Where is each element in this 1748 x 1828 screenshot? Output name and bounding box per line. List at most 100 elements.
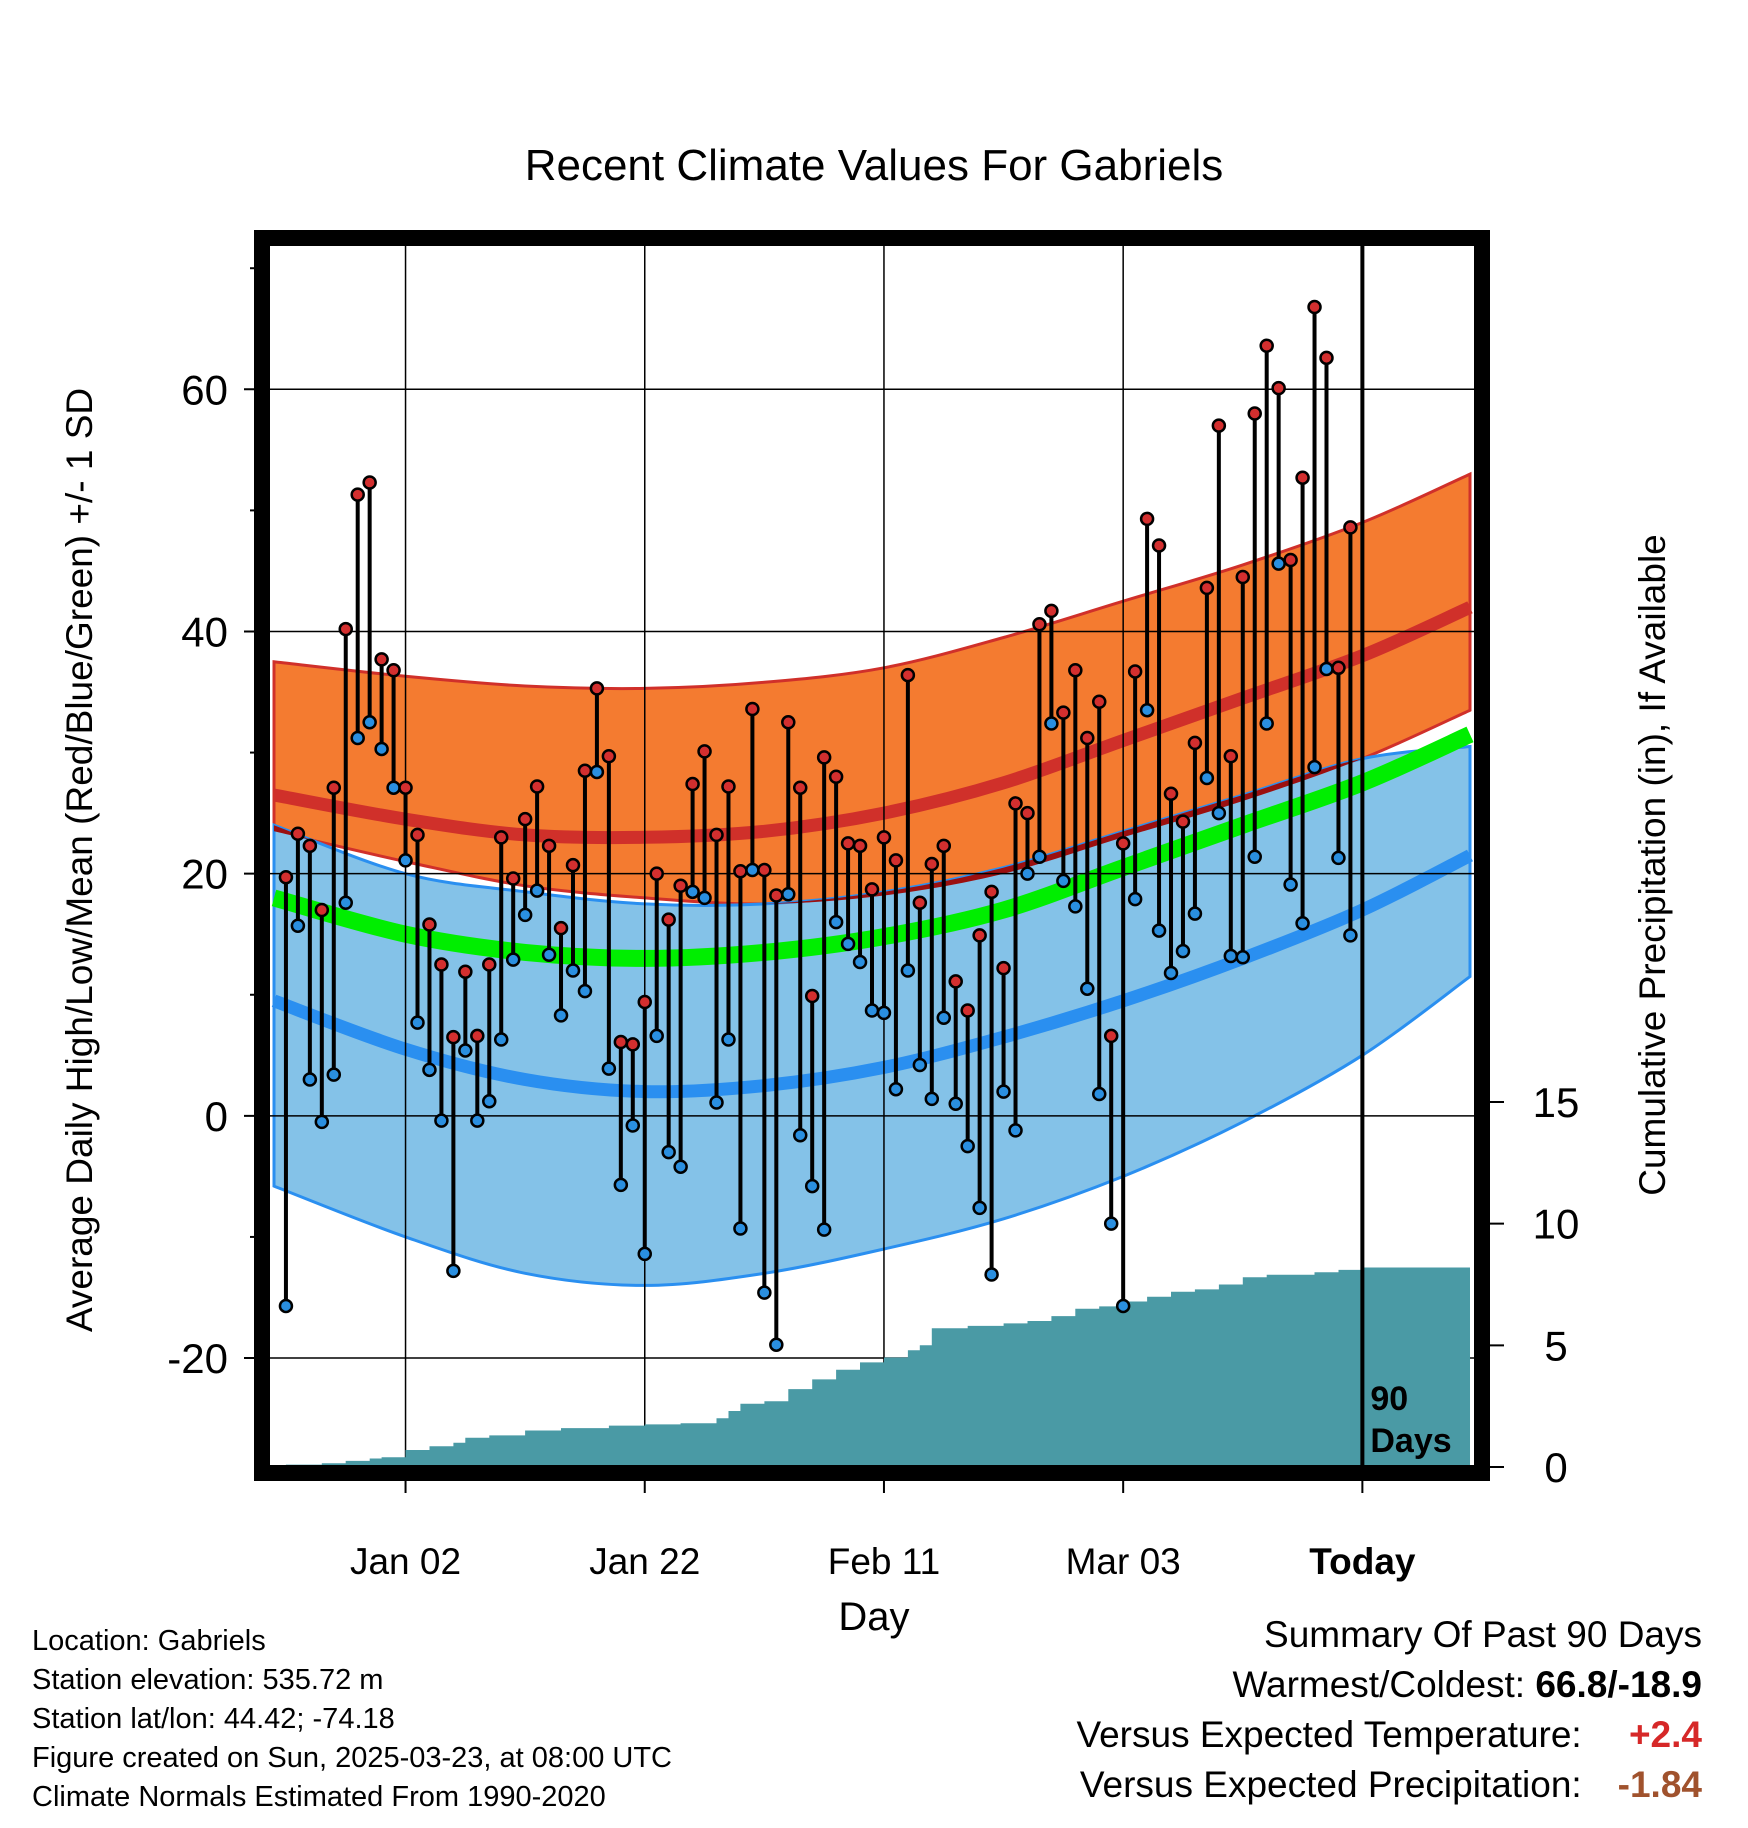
daily-low-point <box>601 1061 617 1076</box>
daily-low-point <box>840 936 856 952</box>
daily-low-point <box>589 764 605 780</box>
daily-low-point <box>816 1222 832 1237</box>
daily-low-point <box>721 1032 736 1047</box>
y2-axis-label: Cumulative Precipitation (in), If Availa… <box>1632 534 1673 1196</box>
daily-low-point <box>888 1081 904 1097</box>
daily-low-point <box>1080 981 1095 996</box>
daily-low-point <box>1068 899 1083 914</box>
daily-low-point <box>1032 849 1047 864</box>
daily-high-point <box>673 878 688 894</box>
daily-low-point <box>422 1062 437 1078</box>
daily-high-point <box>852 838 868 854</box>
daily-low-point <box>769 1337 784 1352</box>
daily-low-point <box>517 907 533 923</box>
daily-high-point <box>769 888 784 903</box>
daily-low-point <box>697 890 712 906</box>
precip-label: Versus Expected Precipitation: <box>1079 1764 1582 1805</box>
daily-low-point <box>781 886 796 902</box>
daily-low-point <box>637 1246 653 1262</box>
daily-high-point <box>888 853 904 868</box>
x-tick-label: Jan 02 <box>350 1541 461 1582</box>
daily-low-point <box>1283 877 1298 892</box>
station-info: Location: Gabriels Station elevation: 53… <box>32 1622 672 1817</box>
daily-high-point <box>410 827 425 843</box>
daily-low-point <box>410 1015 425 1030</box>
daily-high-point <box>1247 406 1262 421</box>
daily-low-point <box>1223 948 1239 964</box>
daily-high-point <box>326 780 342 795</box>
daily-high-point <box>1307 299 1322 315</box>
daily-high-point <box>936 838 952 854</box>
daily-high-point <box>1295 470 1310 485</box>
daily-low-point <box>757 1285 772 1300</box>
daily-low-point <box>852 954 868 970</box>
daily-low-point <box>1235 949 1251 965</box>
daily-low-point <box>936 1010 952 1026</box>
cumulative-precip-area <box>285 1267 1471 1467</box>
daily-high-point <box>709 827 724 843</box>
daily-high-point <box>601 748 617 764</box>
daily-high-point <box>1199 580 1215 596</box>
daily-high-point <box>960 1003 975 1018</box>
created-text: Figure created on Sun, 2025-03-23, at 08… <box>32 1742 672 1774</box>
daily-high-point <box>1223 748 1239 764</box>
y-tick-label: 60 <box>181 366 228 413</box>
y2-tick-label: 15 <box>1533 1079 1580 1126</box>
daily-low-point <box>338 895 353 910</box>
summary-title: Summary Of Past 90 Days <box>1264 1614 1702 1655</box>
daily-high-point <box>757 862 772 878</box>
daily-high-point <box>637 994 653 1010</box>
daily-high-point <box>398 780 413 795</box>
daily-high-point <box>613 1034 629 1050</box>
daily-high-point <box>1187 735 1203 751</box>
daily-low-point <box>864 1003 880 1018</box>
daily-high-point <box>1103 1028 1119 1044</box>
daily-low-point <box>290 918 306 933</box>
daily-low-point <box>613 1177 629 1193</box>
daily-high-point <box>1080 730 1095 746</box>
daily-low-point <box>685 884 700 900</box>
daily-low-point <box>482 1094 497 1109</box>
daily-low-point <box>996 1084 1011 1099</box>
daily-high-point <box>1331 660 1346 676</box>
daily-low-point <box>1271 556 1286 571</box>
daily-low-point <box>828 914 844 930</box>
y-tick-label: 0 <box>205 1093 228 1140</box>
daily-high-point <box>553 920 569 936</box>
daily-low-point <box>984 1267 999 1282</box>
daily-high-point <box>434 957 449 972</box>
y-axis-label: Average Daily High/Low/Mean (Red/Blue/Gr… <box>59 388 100 1332</box>
daily-high-point <box>386 662 401 678</box>
daily-low-point <box>493 1032 509 1047</box>
daily-high-point <box>458 964 473 979</box>
daily-low-point <box>386 780 401 795</box>
daily-low-point <box>553 1008 569 1023</box>
daily-high-point <box>745 701 760 717</box>
daily-low-point <box>924 1091 940 1107</box>
daily-high-point <box>362 475 377 490</box>
daily-low-point <box>434 1113 449 1128</box>
y-tick-label: 20 <box>181 851 228 898</box>
daily-high-point <box>984 884 999 900</box>
daily-low-point <box>302 1072 318 1087</box>
daily-low-point <box>1044 716 1059 731</box>
plot-frame <box>254 230 1490 1481</box>
daily-high-point <box>1056 705 1071 720</box>
temp-row: Versus Expected Temperature: +2.4 <box>1076 1710 1702 1760</box>
daily-high-point <box>661 912 676 927</box>
daily-high-point <box>1139 511 1155 527</box>
daily-high-point <box>1163 786 1179 801</box>
daily-high-point <box>625 1037 641 1052</box>
daily-high-point <box>924 856 940 872</box>
daily-high-point <box>1235 569 1251 585</box>
daily-high-point <box>816 750 832 765</box>
daily-low-point <box>1056 873 1071 889</box>
daily-high-point <box>1032 616 1047 632</box>
y-tick-label: -20 <box>167 1335 228 1382</box>
precip-row: Versus Expected Precipitation: -1.84 <box>1076 1760 1702 1810</box>
daily-high-point <box>374 652 389 667</box>
daily-low-point <box>1259 716 1274 731</box>
daily-high-point <box>446 1029 461 1045</box>
daily-high-point <box>290 826 306 841</box>
